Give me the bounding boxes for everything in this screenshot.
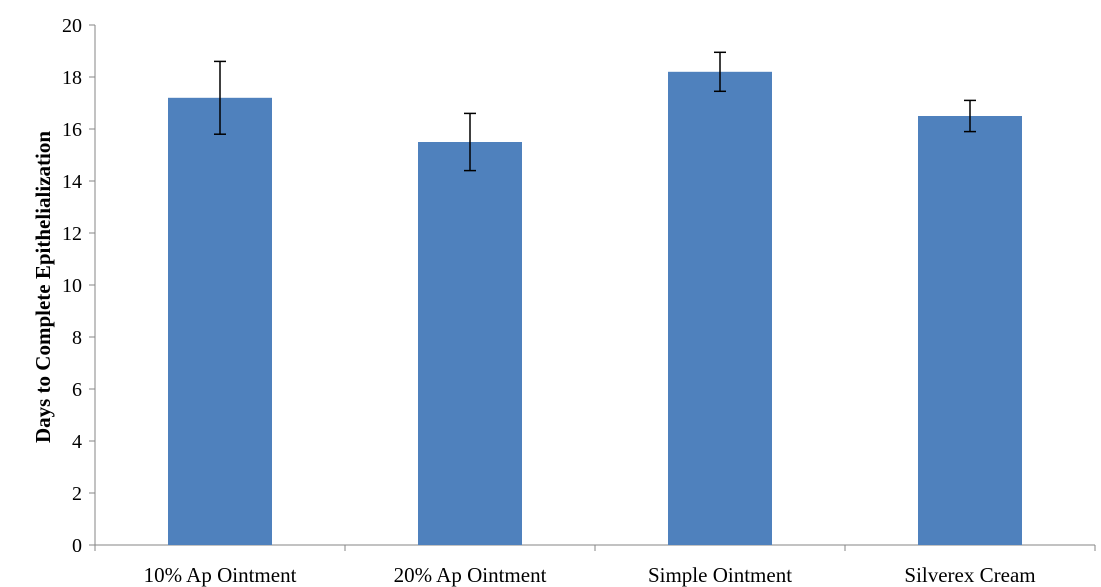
error-bar bbox=[714, 51, 726, 93]
y-axis-title: Days to Complete Epithelialization bbox=[31, 131, 55, 443]
y-tick-label: 16 bbox=[62, 119, 82, 141]
bar bbox=[168, 97, 272, 546]
bar bbox=[918, 116, 1022, 545]
y-tick-label: 12 bbox=[62, 223, 82, 245]
y-axis: 0 2 4 6 8 10 12 14 16 18 20 bbox=[62, 15, 96, 557]
y-tick-label: 8 bbox=[72, 327, 82, 349]
x-tick-label: Simple Ointment bbox=[648, 563, 792, 587]
bar bbox=[668, 71, 772, 546]
bar bbox=[418, 142, 522, 545]
error-bar bbox=[464, 112, 476, 172]
x-tick-label: Silverex Cream bbox=[904, 563, 1035, 587]
y-tick-label: 10 bbox=[62, 275, 82, 297]
x-tick-label: 20% Ap Ointment bbox=[394, 563, 547, 587]
y-tick-label: 2 bbox=[72, 483, 82, 505]
y-tick-label: 18 bbox=[62, 67, 82, 89]
y-tick-label: 4 bbox=[72, 431, 82, 453]
error-bar bbox=[964, 99, 976, 133]
error-bar bbox=[214, 60, 226, 135]
x-tick-label: 10% Ap Ointment bbox=[144, 563, 297, 587]
bars bbox=[168, 71, 1022, 546]
y-tick-label: 6 bbox=[72, 379, 82, 401]
y-tick-label: 14 bbox=[62, 171, 82, 193]
error-bars bbox=[214, 51, 976, 172]
x-axis: 10% Ap Ointment 20% Ap Ointment Simple Oin… bbox=[94, 544, 1096, 587]
y-tick-label: 0 bbox=[72, 535, 82, 557]
y-tick-label: 20 bbox=[62, 15, 82, 37]
